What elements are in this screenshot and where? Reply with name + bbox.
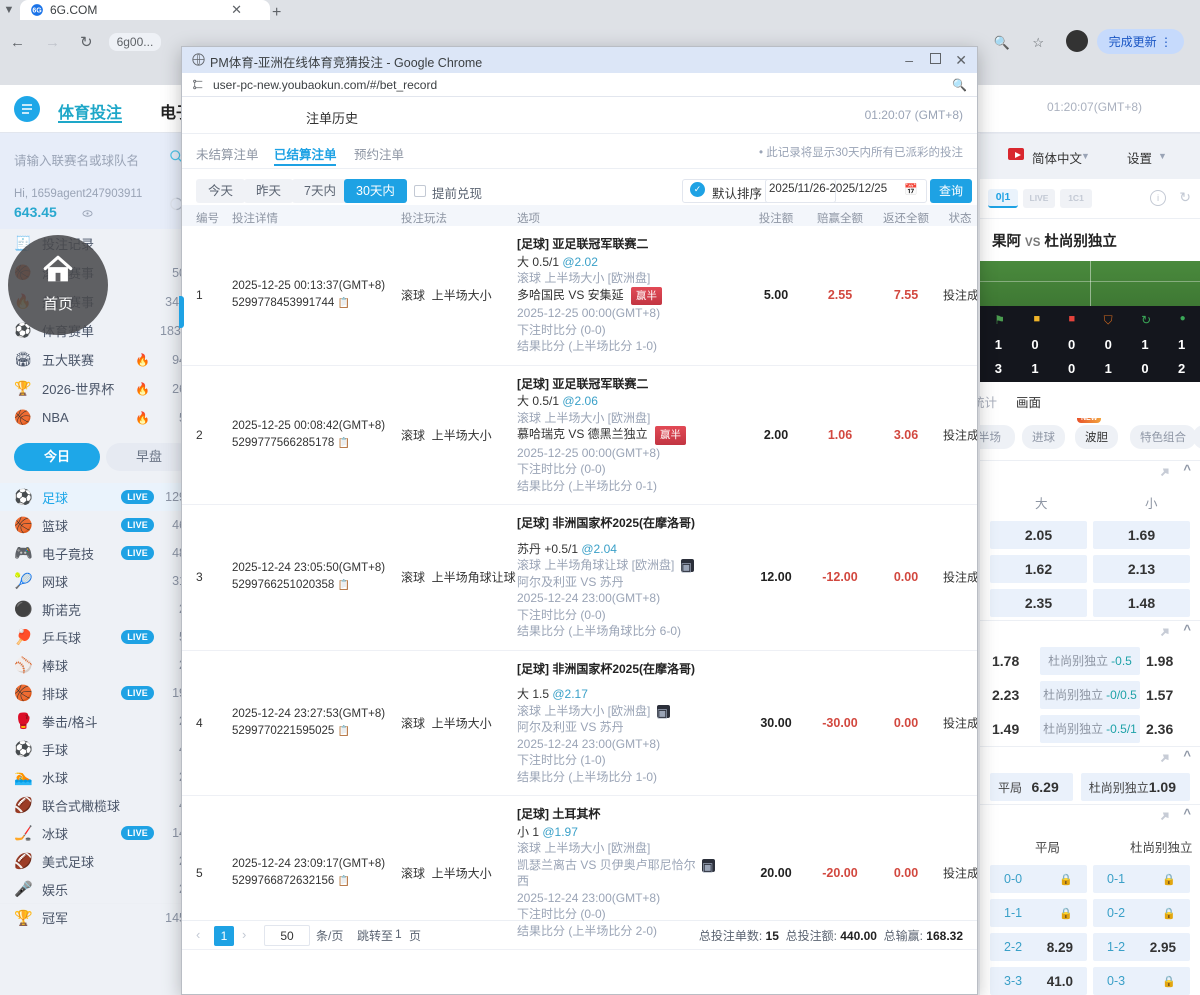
svg-text:6G: 6G [32,7,42,14]
